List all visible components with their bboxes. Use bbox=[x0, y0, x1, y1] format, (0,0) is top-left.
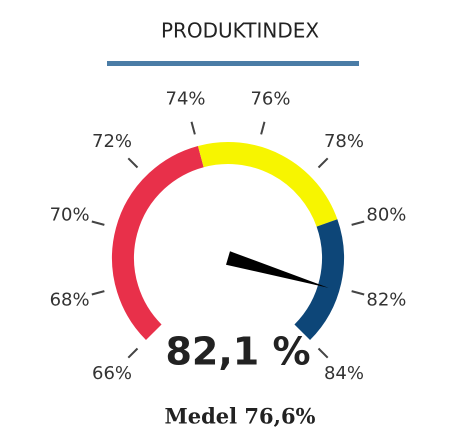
gauge-band bbox=[294, 219, 344, 341]
tick-label: 80% bbox=[366, 205, 406, 226]
tick-mark bbox=[91, 220, 105, 226]
tick-mark bbox=[317, 157, 329, 169]
tick-label: 82% bbox=[366, 289, 406, 310]
tick-mark bbox=[127, 157, 139, 169]
tick-label: 76% bbox=[250, 89, 290, 110]
chart-title: PRODUKTINDEX bbox=[161, 19, 319, 43]
tick-label: 72% bbox=[92, 131, 132, 152]
tick-label: 84% bbox=[324, 363, 364, 384]
title-rule bbox=[107, 61, 359, 66]
tick-mark bbox=[127, 347, 139, 359]
gauge-band bbox=[112, 145, 204, 341]
tick-label: 78% bbox=[324, 131, 364, 152]
value-label: 82,1 % bbox=[165, 330, 310, 374]
tick-mark bbox=[351, 290, 365, 296]
tick-mark bbox=[351, 220, 365, 226]
tick-mark bbox=[260, 121, 266, 135]
gauge-band bbox=[197, 142, 338, 227]
tick-mark bbox=[91, 290, 105, 296]
tick-mark bbox=[317, 347, 329, 359]
needle bbox=[226, 251, 329, 288]
tick-label: 68% bbox=[50, 289, 90, 310]
tick-label: 66% bbox=[92, 363, 132, 384]
tick-label: 70% bbox=[50, 205, 90, 226]
tick-mark bbox=[190, 121, 196, 135]
tick-label: 74% bbox=[166, 89, 206, 110]
footer: Medel 76,6% bbox=[164, 404, 315, 429]
